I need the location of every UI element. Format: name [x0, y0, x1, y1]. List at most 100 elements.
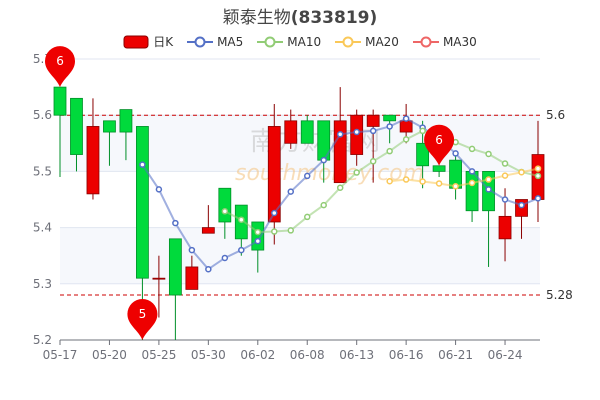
ma-point [271, 228, 278, 235]
candle-body [86, 126, 100, 195]
ma-point [369, 127, 377, 135]
mark-point-label: 6 [435, 133, 443, 147]
ma-point [353, 169, 360, 176]
ma-point [518, 201, 525, 209]
ma-point [254, 228, 262, 236]
ma-point [468, 168, 476, 175]
y-tick-label: 5.2 [33, 333, 52, 347]
ma-point [419, 127, 426, 135]
candle-body [168, 238, 182, 296]
ma-point [303, 213, 311, 221]
candle-body [201, 227, 215, 234]
x-tick-label: 05-17 [43, 348, 78, 362]
candle [449, 154, 462, 200]
candle-body [399, 120, 413, 133]
legend-item-日k[interactable]: 日K [123, 33, 173, 50]
ma-point [221, 208, 229, 215]
ma-point [369, 158, 377, 165]
mark-point-label: 5 [139, 307, 147, 321]
line-legend-icon [412, 36, 439, 47]
x-tick-label: 06-02 [240, 348, 275, 362]
line-legend-icon [187, 36, 214, 47]
candle-body [333, 120, 347, 184]
candle-body [185, 266, 199, 290]
candle [267, 103, 281, 245]
legend-label: MA10 [287, 34, 322, 49]
ma-point [452, 183, 459, 190]
ma-point [188, 246, 196, 254]
ma-point [336, 184, 344, 191]
chart-title: 颖泰生物(833819) [0, 3, 600, 28]
mark-point-pin: 6 [45, 46, 75, 88]
ma-point [287, 188, 295, 195]
ma-point [501, 196, 509, 203]
candle-body [498, 215, 512, 240]
candle [70, 97, 83, 172]
candle-body [119, 109, 133, 133]
candle [152, 255, 166, 318]
x-tick-label: 06-08 [290, 348, 325, 362]
mark-point-pin: 6 [424, 124, 455, 166]
candle [86, 98, 100, 200]
candle-body [284, 120, 298, 144]
candle-body [152, 277, 166, 280]
candle [103, 120, 116, 166]
ma-point [386, 123, 393, 130]
legend-label: MA30 [442, 34, 477, 49]
ma-point [485, 176, 492, 183]
mark-point-pin: 5 [127, 299, 158, 340]
candle [201, 205, 215, 234]
ma-point [534, 165, 542, 172]
candle-body [136, 126, 149, 279]
legend-label: MA20 [365, 34, 399, 49]
legend-item-ma20[interactable]: MA20 [335, 33, 399, 50]
pin-icon [127, 299, 158, 340]
legend-item-ma30[interactable]: MA30 [412, 33, 477, 50]
candle-body [300, 120, 314, 144]
ma-point [501, 160, 509, 167]
ma-point [402, 136, 410, 143]
ma-point [468, 145, 476, 153]
candle [284, 109, 298, 149]
stock-code: (833819) [290, 8, 378, 28]
legend-item-ma5[interactable]: MA5 [187, 33, 243, 50]
x-tick-label: 05-25 [141, 348, 176, 362]
legend-item-ma10[interactable]: MA10 [257, 33, 321, 50]
candle-body [251, 221, 265, 251]
grid-band [60, 227, 540, 284]
mark-point-label: 6 [56, 54, 64, 68]
ma-point [205, 265, 212, 273]
legend: 日K MA5 MA10 MA20 MA30 [0, 33, 600, 50]
ma-point [386, 147, 393, 155]
ma-point [221, 254, 229, 262]
mark-line-label: 5.28 [546, 288, 573, 302]
y-tick-label: 5.3 [33, 277, 52, 291]
candle [168, 238, 182, 340]
candle-body [267, 126, 281, 223]
ma-point [435, 180, 443, 187]
x-tick-label: 06-13 [339, 348, 374, 362]
ma-point [320, 201, 327, 209]
ma-point [468, 179, 476, 187]
legend-label: MA5 [217, 34, 244, 49]
stock-name: 颖泰生物 [222, 8, 291, 28]
ma-point [402, 115, 410, 122]
candle [366, 109, 380, 183]
ma-line-ma20 [389, 167, 539, 188]
ma-point [501, 172, 509, 179]
ma-point [320, 156, 327, 164]
candle-body [103, 120, 116, 133]
x-tick-label: 06-24 [488, 348, 523, 362]
line-legend-icon [257, 36, 284, 47]
candle-body [366, 114, 380, 127]
candle-body [432, 165, 446, 172]
x-tick-label: 05-30 [191, 348, 226, 362]
ma-point [386, 177, 393, 185]
ma-point [155, 186, 163, 193]
x-tick-label: 06-21 [438, 348, 473, 362]
pin-icon [45, 46, 75, 88]
ma-point [485, 186, 492, 193]
ma-point [287, 227, 295, 234]
ma-point [303, 172, 311, 180]
ma-point [254, 237, 262, 245]
